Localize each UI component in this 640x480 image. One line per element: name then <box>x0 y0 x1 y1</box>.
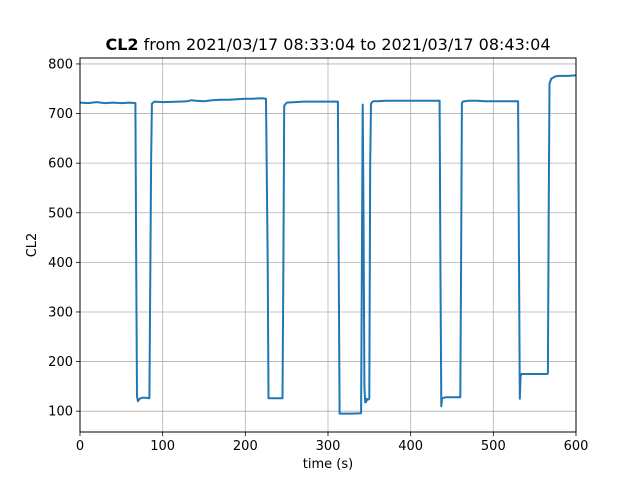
y-tick-label: 500 <box>48 206 73 221</box>
plot-frame <box>79 57 577 433</box>
x-tick-label: 600 <box>564 439 589 454</box>
y-tick-label: 400 <box>48 256 73 271</box>
y-tick-label: 300 <box>48 305 73 320</box>
series-layer <box>79 74 577 415</box>
x-tick-label: 500 <box>481 439 506 454</box>
x-tick-label: 200 <box>233 439 258 454</box>
x-tick-label: 400 <box>398 439 423 454</box>
chart-title: CL2 from 2021/03/17 08:33:04 to 2021/03/… <box>105 35 550 54</box>
x-tick-label: 100 <box>150 439 175 454</box>
y-tick-label: 600 <box>48 157 73 172</box>
chart-title-rest: from 2021/03/17 08:33:04 to 2021/03/17 0… <box>139 35 551 54</box>
x-tick-label: 0 <box>76 439 84 454</box>
chart-title-bold: CL2 <box>105 35 138 54</box>
x-tick-label: 300 <box>316 439 341 454</box>
y-tick-label: 200 <box>48 355 73 370</box>
series-line <box>79 74 577 415</box>
y-tick-label: 800 <box>48 57 73 72</box>
grid <box>79 58 577 432</box>
y-tick-label: 700 <box>48 107 73 122</box>
ticks: 0 100 200 300 400 500 600 100 200 300 400 500 600 700… <box>48 57 588 454</box>
x-axis-label: time (s) <box>303 457 353 472</box>
y-tick-label: 100 <box>48 405 73 420</box>
y-axis-label: CL2 <box>25 233 40 258</box>
